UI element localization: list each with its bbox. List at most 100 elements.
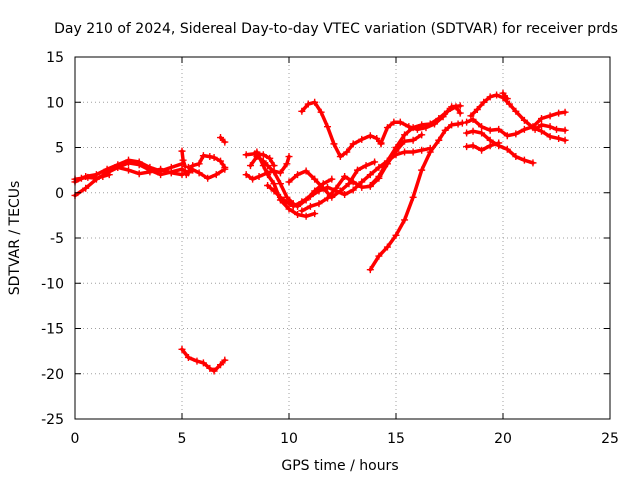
data-point: [546, 133, 554, 141]
data-point: [210, 153, 218, 161]
data-point: [555, 109, 563, 117]
data-point: [469, 115, 477, 123]
data-point: [276, 193, 284, 201]
data-point: [206, 364, 214, 372]
series-track-5: [178, 147, 189, 171]
data-point: [285, 200, 293, 208]
series-track-26: [499, 89, 511, 103]
y-tick-label: -5: [50, 231, 64, 247]
data-point: [317, 108, 325, 116]
series-track-15: [285, 158, 379, 201]
data-point: [184, 353, 192, 361]
data-point: [249, 175, 257, 183]
data-point: [418, 131, 426, 139]
series-track-9: [178, 345, 229, 375]
data-point: [401, 148, 409, 156]
x-tick-labels: 0 5 10 15 20 25: [71, 431, 619, 447]
data-point: [478, 123, 486, 131]
data-point: [178, 147, 186, 155]
data-point: [349, 140, 357, 148]
data-point: [392, 144, 400, 151]
data-point: [336, 153, 344, 161]
data-point: [328, 175, 336, 183]
data-point: [366, 266, 374, 274]
series-track-17: [298, 131, 426, 215]
series-trace: [186, 165, 227, 181]
data-point: [253, 148, 261, 156]
data-point: [431, 120, 439, 128]
data-point: [283, 160, 291, 168]
data-point: [463, 118, 471, 126]
series-track-3: [71, 171, 113, 183]
x-tick-label: 15: [387, 431, 405, 447]
series-track-6: [182, 152, 229, 179]
data-point: [341, 172, 349, 180]
data-point: [396, 118, 404, 126]
series-trace: [368, 105, 462, 188]
data-point: [478, 129, 486, 137]
series-trace: [469, 93, 567, 143]
y-tick-label: 5: [55, 141, 64, 157]
data-point: [405, 123, 413, 131]
data-point: [441, 126, 449, 134]
data-point: [264, 171, 272, 179]
series-track-18: [298, 98, 385, 161]
data-point: [538, 121, 546, 129]
data-point: [503, 132, 511, 140]
data-point: [135, 170, 143, 178]
data-point: [478, 146, 486, 154]
data-point: [390, 118, 398, 126]
data-point: [529, 159, 537, 167]
data-point: [193, 357, 201, 365]
data-point: [82, 184, 90, 192]
data-point: [114, 163, 122, 171]
data-point: [520, 156, 528, 164]
y-tick-label: -25: [41, 412, 64, 428]
data-point: [324, 183, 332, 191]
data-point: [413, 125, 421, 133]
data-point: [206, 153, 214, 161]
data-point: [383, 157, 391, 165]
data-traces: [71, 89, 569, 375]
data-point: [358, 183, 366, 191]
data-point: [463, 129, 471, 137]
data-point: [221, 165, 229, 173]
series-track-4: [114, 163, 197, 179]
y-tick-label: 15: [46, 50, 64, 66]
y-tick-label: -10: [41, 276, 64, 292]
data-point: [555, 134, 563, 142]
data-point: [212, 171, 220, 179]
x-tick-label: 20: [494, 431, 512, 447]
data-point: [358, 135, 366, 143]
data-point: [306, 202, 314, 210]
data-point: [270, 180, 278, 188]
data-point: [285, 178, 293, 186]
data-point: [520, 125, 528, 133]
data-point: [375, 163, 383, 171]
data-point: [77, 174, 85, 182]
data-point: [456, 102, 464, 110]
data-point: [467, 112, 475, 120]
series-track-23: [463, 139, 503, 154]
data-point: [546, 112, 554, 120]
data-point: [448, 103, 456, 111]
data-point: [221, 356, 229, 364]
series-track-10: [242, 150, 278, 170]
data-point: [458, 119, 466, 127]
x-tick-label: 0: [71, 431, 80, 447]
data-point: [520, 116, 528, 124]
data-point: [353, 166, 361, 174]
data-point: [486, 142, 494, 150]
grid-lines: [75, 57, 610, 419]
y-tick-label: 0: [55, 186, 64, 202]
data-point: [469, 127, 477, 135]
x-tick-label: 25: [601, 431, 619, 447]
data-point: [167, 169, 175, 177]
y-axis-label: SDTVAR / TECUs: [7, 181, 23, 296]
y-tick-label: 10: [46, 95, 64, 111]
data-point: [259, 162, 267, 170]
data-point: [204, 174, 212, 182]
data-point: [195, 160, 203, 168]
chart-title: Day 210 of 2024, Sidereal Day-to-day VTE…: [54, 21, 618, 37]
data-point: [538, 115, 546, 123]
